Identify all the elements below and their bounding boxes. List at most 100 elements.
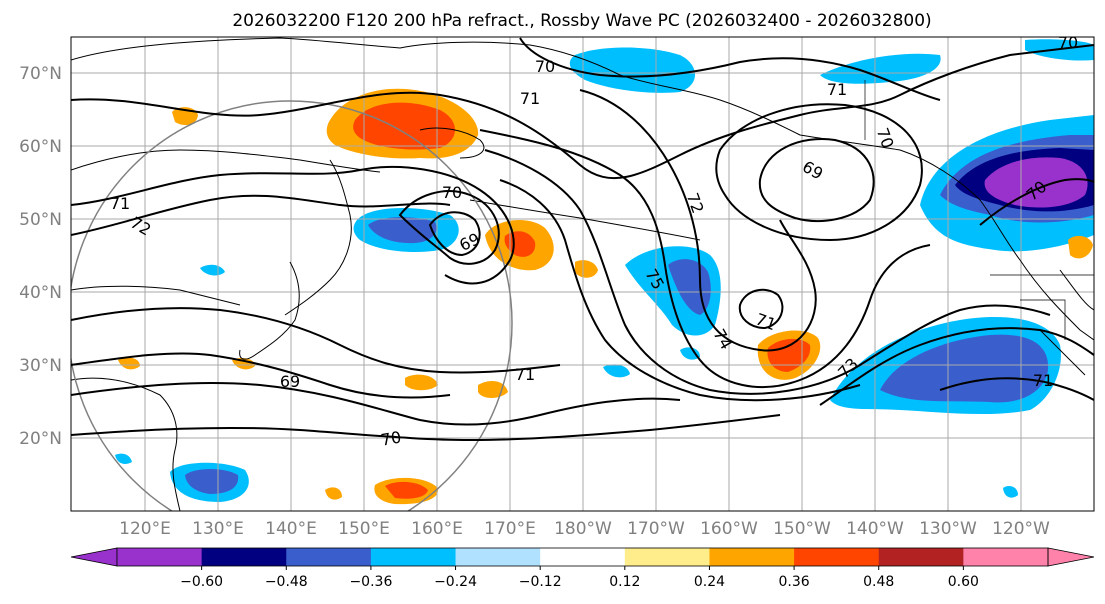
lat-label: 30°N <box>19 356 62 376</box>
contour-label: 70 <box>442 183 462 202</box>
lon-label: 130°E <box>192 519 244 539</box>
colorbar-tick-label: −0.60 <box>180 574 223 590</box>
shade-pos-red-subtropeast <box>767 338 811 372</box>
colorbar-segments <box>70 547 1095 567</box>
shade-pos-red-south <box>385 481 428 499</box>
contour-70-nwamerica <box>979 178 1094 226</box>
map-frame <box>70 36 1095 512</box>
colorbar-segment <box>201 548 287 566</box>
colorbar-segment <box>963 548 1049 566</box>
colorbar-tick-label: −0.36 <box>349 574 392 590</box>
colorbar: −0.60 −0.48 −0.36 −0.24 −0.12 0.12 0.24 0.36 0.4… <box>70 547 1095 590</box>
contour-71-north <box>71 44 1094 180</box>
lon-label: 120°W <box>992 519 1050 539</box>
lon-label: 180°W <box>554 519 612 539</box>
shade-pos-orange-spot2 <box>405 374 438 391</box>
lat-label: 40°N <box>19 283 62 303</box>
shade-neg-cyan-spot3 <box>603 364 630 378</box>
colorbar-tick-label: 0.48 <box>863 574 894 590</box>
shade-pos-orange-spot1 <box>575 260 598 278</box>
shade-pos-red-okhotsk <box>353 102 455 150</box>
contour-70-closed <box>715 103 923 242</box>
lon-label: 170°W <box>627 519 685 539</box>
contour-75 <box>499 179 861 402</box>
lon-label: 150°E <box>338 519 390 539</box>
contour-74 <box>484 149 1051 395</box>
shade-pos-orange-china <box>118 357 140 370</box>
shade-neg-blue-subtropics <box>880 334 1049 403</box>
colorbar-tick-label: −0.24 <box>434 574 477 590</box>
contour-69-closed <box>758 138 875 222</box>
contour-71-east <box>939 377 1094 401</box>
contour-69-low <box>428 211 481 257</box>
colorbar-segment <box>878 548 964 566</box>
coast-kamchatka-kurils <box>284 159 352 316</box>
colorbar-tick-label: 0.24 <box>694 574 725 590</box>
lat-axis: 70°N 60°N 50°N 40°N 30°N 20°N <box>19 64 62 449</box>
coast-aleutians <box>469 199 701 241</box>
contour-label: 71 <box>520 89 540 108</box>
shade-neg-blue-kuril <box>368 217 437 244</box>
colorbar-segment <box>794 548 880 566</box>
colorbar-segment <box>540 548 626 566</box>
contour-73-east <box>819 327 1094 406</box>
contour-label: 71 <box>1033 371 1053 390</box>
colorbar-extend-min <box>70 547 118 567</box>
colorbar-tick-label: 0.60 <box>948 574 979 590</box>
colorbar-frame <box>116 547 1049 567</box>
shade-pos-orange-california <box>1068 235 1093 259</box>
colorbar-tick-label: 0.12 <box>609 574 640 590</box>
reference-circle <box>71 100 513 511</box>
coast-okhotsk <box>419 127 485 159</box>
contour-70-arctic <box>519 37 941 101</box>
border-us-mexico <box>1020 299 1066 340</box>
colorbar-tick-label: −0.48 <box>265 574 308 590</box>
refractivity-contours <box>71 37 1094 442</box>
lon-axis: 120°E 130°E 140°E 150°E 160°E 170°E 180°… <box>119 519 1050 539</box>
map-panel: 70 71 71 70 70 71 72 70 69 69 72 75 74 7… <box>70 36 1095 512</box>
colorbar-ticks: −0.60 −0.48 −0.36 −0.24 −0.12 0.12 0.24 0.36 0.4… <box>180 566 979 590</box>
anomaly-shading <box>115 39 1094 505</box>
coast-china-north <box>71 285 241 306</box>
colorbar-segment <box>117 548 203 566</box>
lon-label: 160°W <box>700 519 758 539</box>
contour-label: 71 <box>827 80 847 99</box>
coast-china-south <box>71 377 181 511</box>
contour-label: 69 <box>280 372 300 391</box>
shade-pos-orange-spot4 <box>325 487 342 500</box>
colorbar-extend-max <box>1047 547 1095 567</box>
lon-label: 170°E <box>484 519 536 539</box>
coast-siberia <box>71 149 381 173</box>
shade-neg-cyan-arctic <box>569 47 695 93</box>
contour-label: 71 <box>515 365 535 384</box>
contour-71-closed <box>738 288 784 330</box>
gridlines <box>71 37 1094 511</box>
colorbar-segment <box>455 548 541 566</box>
borders <box>864 80 1094 340</box>
lon-label: 130°W <box>919 519 977 539</box>
contour-label: 70 <box>379 427 402 449</box>
contour-70-subtrop <box>71 307 561 374</box>
colorbar-tick-label: 0.36 <box>779 574 810 590</box>
shade-neg-cyan-spot2 <box>680 347 700 360</box>
colorbar-segment <box>709 548 795 566</box>
colorbar-segment <box>286 548 372 566</box>
shade-neg-cyan-korea <box>200 264 225 276</box>
contour-label: 70 <box>535 57 555 76</box>
contour-label: 71 <box>110 194 130 213</box>
coast-arctic-north-america <box>71 37 1094 341</box>
coastlines <box>71 37 1094 511</box>
contour-70-south <box>71 414 781 442</box>
lon-label: 120°E <box>119 519 171 539</box>
lon-label: 140°E <box>265 519 317 539</box>
lon-label: 150°W <box>773 519 831 539</box>
lon-label: 160°E <box>411 519 463 539</box>
shade-neg-cyan-beaufort <box>820 53 941 84</box>
contour-71-midlat <box>71 165 515 285</box>
lat-label: 70°N <box>19 64 62 84</box>
shade-neg-blue-philippine <box>185 469 239 494</box>
shade-neg-cyan-spot4 <box>115 453 132 464</box>
shade-neg-cyan-spot <box>1003 486 1018 498</box>
contour-72-west <box>71 194 451 236</box>
